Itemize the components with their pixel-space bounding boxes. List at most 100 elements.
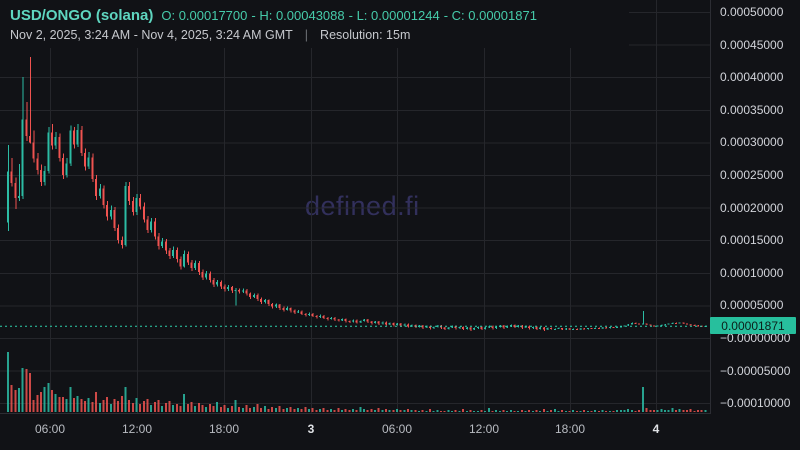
candle-body [274, 304, 277, 307]
volume-bar [131, 403, 134, 412]
candle-body [318, 315, 321, 318]
candle-body [377, 321, 380, 324]
candle-body [685, 323, 688, 325]
candle-body [208, 273, 211, 280]
candle-body [109, 210, 112, 217]
time-axis[interactable]: 06:00 12:00 18:00 3 06:00 12:00 18:00 4 [0, 414, 800, 450]
candle-body [396, 323, 399, 325]
volume-bar [612, 411, 615, 412]
candle-body [58, 137, 61, 159]
candle-body [128, 186, 131, 202]
volume-bar [403, 410, 406, 412]
time-axis-label: 12:00 [121, 422, 153, 436]
volume-bar [205, 407, 208, 412]
candle-body [645, 323, 648, 325]
volume-bar [583, 410, 586, 412]
volume-bar [704, 410, 707, 412]
price-axis-label: 0.00030000 [720, 135, 784, 150]
volume-bar [663, 410, 666, 412]
volume-bar [87, 398, 90, 412]
candle-body [73, 130, 76, 145]
candle-body [506, 326, 509, 328]
volume-bar [7, 352, 9, 412]
candle-body [410, 324, 413, 327]
volume-bar [260, 408, 263, 412]
volume-bar [619, 410, 622, 412]
volume-bar [318, 409, 321, 412]
price-axis-label: 0.00045000 [720, 37, 784, 52]
volume-bar [374, 410, 376, 412]
volume-bar [73, 398, 76, 412]
chart-pane[interactable] [0, 0, 711, 414]
price-axis-label: −0.00010000 [720, 396, 791, 411]
volume-bar [153, 402, 156, 412]
volume-bar [425, 411, 428, 412]
candle-body [256, 294, 259, 299]
pair-title[interactable]: USD/ONGO (solana) [10, 7, 154, 24]
volume-bar [399, 410, 402, 412]
volume-bar [528, 410, 531, 412]
candle-body [69, 130, 72, 164]
volume-bar [469, 410, 472, 412]
volume-bar [586, 411, 589, 412]
volume-bar [18, 388, 21, 412]
candle-body [333, 317, 336, 320]
candle-body [340, 319, 343, 321]
candle-body [161, 241, 164, 247]
candle-body [157, 236, 160, 247]
candle-body [630, 323, 633, 325]
volume-bar [161, 406, 164, 412]
candle-body [682, 322, 685, 324]
candle-body [447, 327, 450, 329]
volume-bar [531, 411, 534, 412]
candle-body [407, 324, 410, 327]
candle-body [282, 308, 285, 310]
candle-body [513, 324, 516, 327]
candle-body [183, 253, 186, 267]
date-range: Nov 2, 2025, 3:24 AM - Nov 4, 2025, 3:24… [10, 28, 293, 42]
candle-body [201, 272, 204, 278]
candle-body [117, 227, 120, 241]
volume-bar [267, 409, 270, 412]
volume-bar [219, 407, 222, 412]
candle-body [54, 137, 57, 146]
candle-body [51, 132, 54, 146]
volume-bar [102, 400, 105, 412]
price-axis-label: −0.00005000 [720, 363, 791, 378]
volume-bar [550, 410, 553, 412]
volume-bar [388, 410, 391, 412]
candle-body [25, 119, 28, 136]
volume-bar [542, 409, 545, 412]
candle-body [322, 315, 325, 318]
candle-body [289, 308, 292, 311]
candle-body [47, 132, 50, 172]
volume-bar [216, 402, 219, 412]
candle-body [197, 263, 200, 273]
resolution-label[interactable]: Resolution: 15m [320, 28, 411, 42]
candle-body [120, 240, 123, 245]
price-axis[interactable]: 0.00001871 0.00050000 0.00045000 0.0004000… [710, 0, 800, 413]
volume-bar [65, 399, 68, 412]
volume-bar [289, 407, 292, 412]
volume-bar [682, 410, 685, 412]
volume-bar [491, 411, 494, 412]
candle-body [524, 326, 527, 328]
volume-bar [671, 408, 674, 412]
price-axis-label: 0.00040000 [720, 70, 784, 85]
volume-bar [120, 396, 123, 412]
candle-body [223, 286, 226, 290]
volume-bar [234, 400, 237, 412]
candle-body [597, 327, 600, 329]
volume-bar [36, 395, 39, 412]
volume-bar [47, 383, 50, 412]
candle-body [366, 319, 369, 322]
volume-bar [362, 409, 365, 412]
candle-body [649, 324, 652, 326]
candle-body [355, 320, 358, 323]
volume-bar [652, 410, 655, 412]
time-axis-label: 06:00 [34, 422, 66, 436]
volume-bar [605, 411, 608, 412]
volume-bar [623, 410, 626, 412]
candle-body [421, 325, 424, 328]
volume-bar [113, 399, 116, 412]
